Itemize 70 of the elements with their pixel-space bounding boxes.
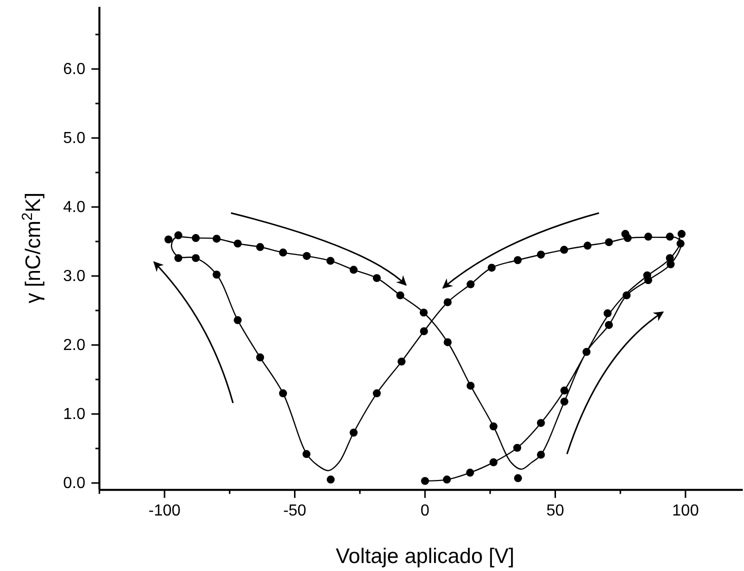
point: [678, 230, 686, 238]
point: [302, 252, 311, 260]
point: [174, 254, 182, 262]
point: [490, 422, 498, 430]
point: [536, 418, 545, 427]
point: [420, 327, 428, 336]
point: [234, 316, 242, 324]
point: [676, 240, 685, 248]
x-tick-label: -50: [283, 502, 306, 520]
point: [372, 274, 381, 282]
point: [560, 398, 568, 406]
point: [350, 266, 358, 274]
point: [192, 234, 200, 242]
x-axis-title: Voltaje aplicado [V]: [336, 545, 514, 568]
point: [466, 382, 475, 390]
point: [604, 321, 613, 329]
point: [256, 353, 264, 362]
point: [372, 389, 381, 398]
y-tick-label: 6.0: [63, 61, 86, 78]
point: [350, 428, 358, 437]
point: [560, 386, 568, 395]
point: [621, 230, 630, 238]
point: [622, 291, 631, 300]
point: [421, 476, 429, 485]
point: [466, 280, 475, 288]
point: [466, 468, 474, 477]
point: [326, 256, 334, 265]
point: [279, 248, 288, 257]
point: [396, 291, 404, 300]
point: [444, 338, 452, 346]
point: [212, 270, 221, 279]
x-tick-label: -100: [148, 502, 181, 520]
point: [604, 238, 613, 246]
point: [584, 242, 592, 250]
point: [513, 444, 522, 452]
point: [279, 389, 288, 398]
point: [514, 474, 522, 482]
point: [442, 476, 451, 484]
point: [488, 264, 496, 272]
y-tick-label: 5.0: [63, 130, 86, 148]
point: [536, 450, 545, 459]
x-tick-label: 0: [420, 502, 430, 520]
point: [560, 246, 568, 254]
x-tick-label: 100: [672, 502, 699, 520]
point: [256, 243, 264, 251]
y-tick-label: 4.0: [63, 199, 86, 216]
point: [174, 231, 182, 240]
point: [420, 308, 428, 317]
point: [666, 232, 674, 241]
point: [536, 250, 545, 259]
point: [212, 234, 221, 243]
point: [666, 260, 675, 268]
point: [234, 240, 242, 248]
point: [192, 254, 200, 262]
point: [644, 232, 652, 241]
point: [514, 256, 522, 264]
x-tick-label: 50: [546, 502, 564, 520]
y-tick-label: 1.0: [63, 406, 86, 424]
point: [398, 358, 406, 366]
point: [164, 235, 172, 244]
point: [604, 309, 612, 318]
point: [302, 450, 310, 458]
point: [644, 276, 652, 284]
y-tick-label: 0.0: [63, 475, 86, 492]
point: [444, 298, 452, 306]
point: [582, 348, 590, 356]
point: [490, 458, 498, 466]
point: [326, 476, 335, 484]
y-tick-label: 2.0: [63, 337, 86, 354]
y-tick-label: 3.0: [63, 268, 86, 286]
